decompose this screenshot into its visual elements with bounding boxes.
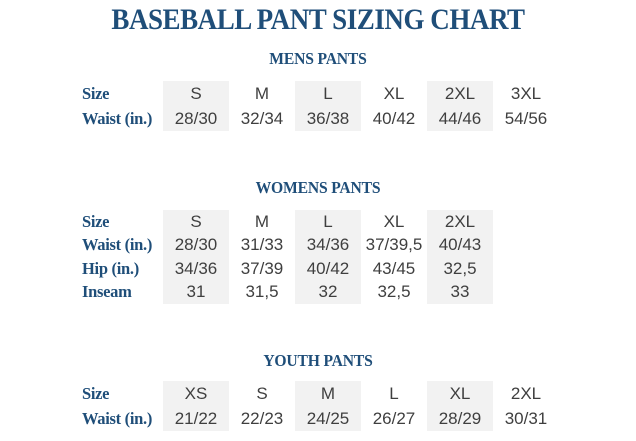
row-label: Size — [82, 83, 110, 103]
mens-sizing-table: Size S M L XL 2XL 3XL Waist (in.) 28/30 32/34 36/3… — [82, 81, 559, 131]
cell-value: 36/38 — [295, 106, 361, 131]
cell-value: 26/27 — [372, 408, 416, 428]
cell-value: S — [256, 383, 268, 403]
cell-value: L — [295, 81, 361, 106]
cell-value: 33 — [427, 280, 493, 304]
row-label: Waist (in.) — [82, 408, 153, 428]
row-label: Size — [82, 211, 110, 231]
cell-value: 32,5 — [427, 257, 493, 281]
cell-value: XL — [427, 381, 493, 406]
cell-value: L — [295, 210, 361, 234]
row-label: Hip (in.) — [82, 258, 139, 278]
cell-value: M — [295, 381, 361, 406]
cell-value: 31/33 — [240, 235, 284, 255]
cell-value: 30/31 — [504, 408, 548, 428]
cell-value: 31 — [163, 280, 229, 304]
youth-section-heading: YOUTH PANTS — [263, 351, 373, 370]
page-title: BASEBALL PANT SIZING CHART — [111, 3, 525, 36]
cell-value: 3XL — [510, 83, 542, 103]
mens-section-heading: MENS PANTS — [269, 49, 367, 68]
cell-value: 44/46 — [427, 106, 493, 131]
cell-value: 37/39 — [240, 258, 284, 278]
cell-value: 22/23 — [240, 408, 284, 428]
cell-value: L — [389, 383, 399, 403]
cell-value: XS — [163, 381, 229, 406]
row-label: Waist (in.) — [82, 108, 153, 128]
womens-sizing-table: Size S M L XL 2XL Waist (in.) 28/30 31/33 34/36 37… — [82, 210, 493, 304]
row-label: Waist (in.) — [82, 235, 153, 255]
cell-value: 32 — [295, 280, 361, 304]
cell-value: 2XL — [510, 383, 542, 403]
cell-value: XL — [383, 83, 405, 103]
cell-value: 54/56 — [504, 108, 548, 128]
cell-value: 34/36 — [295, 233, 361, 257]
cell-value: 28/29 — [427, 406, 493, 431]
row-label: Inseam — [82, 282, 132, 302]
cell-value: XL — [383, 211, 405, 231]
cell-value: 34/36 — [163, 257, 229, 281]
row-label: Size — [82, 383, 110, 403]
cell-value: 28/30 — [163, 233, 229, 257]
cell-value: 40/43 — [427, 233, 493, 257]
cell-value: 28/30 — [163, 106, 229, 131]
cell-value: M — [254, 83, 270, 103]
cell-value: 21/22 — [163, 406, 229, 431]
cell-value: 31,5 — [245, 282, 279, 302]
youth-sizing-table: Size XS S M L XL 2XL Waist (in.) 21/22 22/23 24/25… — [82, 381, 559, 431]
womens-section-heading: WOMENS PANTS — [255, 178, 381, 197]
cell-value: 43/45 — [372, 258, 416, 278]
cell-value: 2XL — [427, 210, 493, 234]
cell-value: 2XL — [427, 81, 493, 106]
cell-value: 40/42 — [372, 108, 416, 128]
cell-value: 24/25 — [295, 406, 361, 431]
cell-value: 32/34 — [240, 108, 284, 128]
cell-value: S — [163, 210, 229, 234]
cell-value: 40/42 — [295, 257, 361, 281]
cell-value: M — [254, 211, 270, 231]
cell-value: 32,5 — [377, 282, 411, 302]
cell-value: 37/39,5 — [365, 235, 423, 255]
cell-value: S — [163, 81, 229, 106]
